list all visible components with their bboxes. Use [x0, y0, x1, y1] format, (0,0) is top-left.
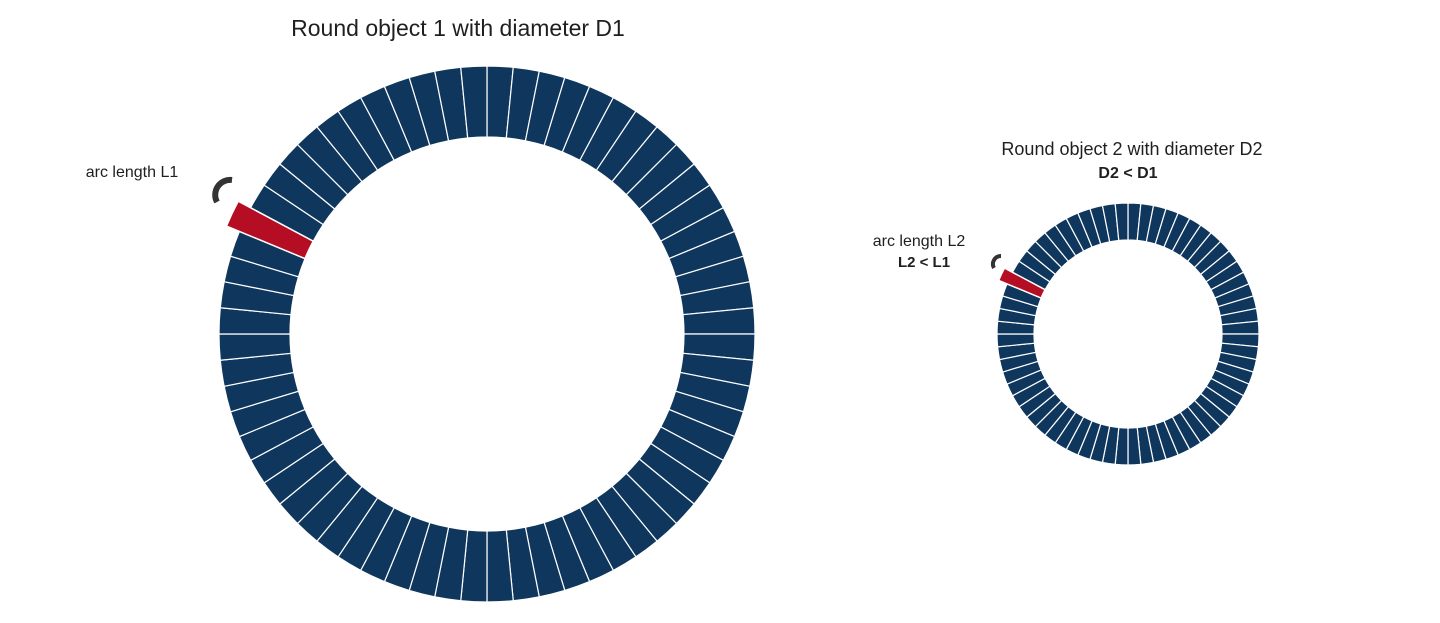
ring-1-segment	[460, 65, 488, 139]
arc-icon-2	[990, 253, 1002, 269]
round-object-1: Round object 1 with diameter D1 arc leng…	[86, 15, 756, 603]
ring-2-segment	[1114, 202, 1129, 242]
object-1-arc-label: arc length L1	[86, 164, 179, 181]
ring-2-highlight-segment	[997, 267, 1047, 300]
object-2-arc-comparison-label: L2 < L1	[898, 254, 950, 271]
arc-icon-1	[212, 176, 233, 204]
round-object-2: Round object 2 with diameter D2 D2 < D1 …	[873, 139, 1263, 466]
object-2-comparison-label: D2 < D1	[1098, 165, 1157, 182]
ring-1	[218, 65, 756, 603]
ring-1-highlight-segment	[225, 200, 315, 260]
object-1-title: Round object 1 with diameter D1	[291, 15, 625, 41]
object-2-title: Round object 2 with diameter D2	[1001, 139, 1262, 159]
object-2-arc-label: arc length L2	[873, 233, 966, 250]
ring-2	[996, 202, 1260, 466]
